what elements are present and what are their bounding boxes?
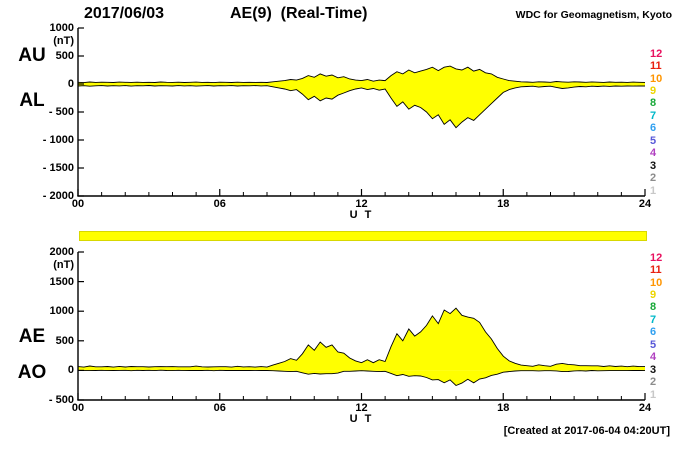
series-label-al: AL <box>19 90 45 111</box>
station-count-12: 12 <box>650 251 663 264</box>
y-axis-unit: (nT) <box>53 35 74 47</box>
y-tick-label: 1000 <box>49 305 74 318</box>
date-label: 2017/06/03 <box>84 5 165 22</box>
y-tick-label: 2000 <box>49 246 74 258</box>
series-line-ae <box>77 307 645 368</box>
y-tick-label: 500 <box>55 50 74 62</box>
y-tick-label: 1500 <box>49 275 74 288</box>
station-count-1: 1 <box>650 388 657 401</box>
x-tick-label: 00 <box>71 402 85 414</box>
y-axis-unit: (nT) <box>53 259 74 271</box>
station-count-4: 4 <box>650 351 657 364</box>
y-tick-label: - 500 <box>48 394 74 406</box>
station-count-7: 7 <box>650 313 657 326</box>
station-count-2: 2 <box>650 172 657 185</box>
x-tick-label: 18 <box>497 198 510 210</box>
x-tick-label: 24 <box>638 402 652 414</box>
x-axis-label: U T <box>349 413 374 425</box>
y-tick-label: - 1500 <box>42 162 74 174</box>
station-availability-bar <box>79 231 647 241</box>
page-title: AE(9) (Real-Time) <box>230 5 368 22</box>
station-count-10: 10 <box>650 72 663 85</box>
station-count-9: 9 <box>650 288 657 301</box>
series-label-au: AU <box>18 45 46 66</box>
station-count-5: 5 <box>650 134 657 147</box>
x-tick-label: 24 <box>638 198 652 210</box>
source-label: WDC for Geomagnetism, Kyoto <box>515 9 672 21</box>
station-count-7: 7 <box>650 109 657 122</box>
y-tick-label: - 500 <box>48 106 74 118</box>
series-label-ae: AE <box>18 326 46 347</box>
station-count-1: 1 <box>650 184 657 197</box>
series-line-ao <box>78 369 646 387</box>
station-count-11: 11 <box>650 60 662 73</box>
series-area-au <box>78 66 645 84</box>
x-tick-label: 06 <box>213 402 226 414</box>
y-tick-label: - 1000 <box>42 134 74 146</box>
station-count-8: 8 <box>650 97 657 110</box>
series-line-au <box>77 65 646 84</box>
station-count-6: 6 <box>650 326 657 339</box>
x-tick-label: 00 <box>71 198 85 210</box>
x-axis-label: U T <box>349 209 374 221</box>
station-count-8: 8 <box>650 301 657 314</box>
station-count-11: 11 <box>650 264 662 277</box>
station-count-9: 9 <box>650 84 657 97</box>
y-tick-label: 0 <box>67 364 74 377</box>
y-tick-label: - 2000 <box>42 190 74 202</box>
station-count-5: 5 <box>650 338 657 351</box>
x-tick-label: 12 <box>355 198 368 210</box>
station-count-6: 6 <box>650 122 657 135</box>
x-tick-label: 18 <box>497 402 510 414</box>
y-tick-label: 500 <box>55 334 74 347</box>
series-label-ao: AO <box>17 362 47 383</box>
y-tick-label: 1000 <box>49 22 74 34</box>
station-count-4: 4 <box>650 147 657 160</box>
x-tick-label: 06 <box>213 198 226 210</box>
station-count-3: 3 <box>650 363 657 376</box>
station-count-12: 12 <box>650 47 663 60</box>
station-count-3: 3 <box>650 159 657 172</box>
y-tick-label: 0 <box>67 78 74 90</box>
station-count-2: 2 <box>650 376 657 389</box>
created-timestamp: [Created at 2017-06-04 04:20UT] <box>503 425 670 437</box>
series-line-al <box>77 85 646 129</box>
station-count-10: 10 <box>650 276 663 289</box>
x-tick-label: 12 <box>355 402 368 414</box>
